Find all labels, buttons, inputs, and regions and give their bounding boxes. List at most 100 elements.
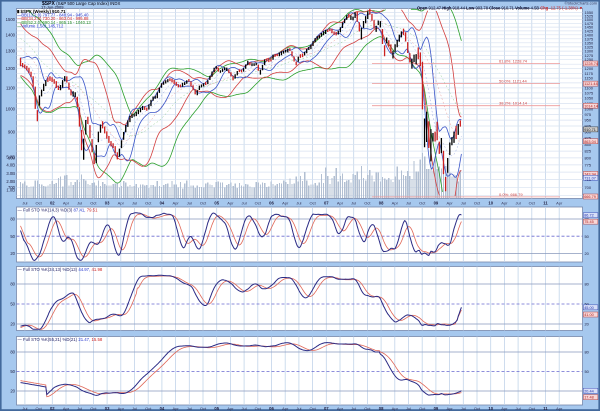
svg-text:Apr: Apr xyxy=(63,406,70,411)
svg-text:10: 10 xyxy=(488,200,493,205)
svg-text:910.71: 910.71 xyxy=(584,128,596,132)
svg-text:Oct: Oct xyxy=(474,406,481,411)
svg-text:10: 10 xyxy=(488,406,493,411)
svg-text:1400: 1400 xyxy=(585,32,594,37)
svg-text:743.94: 743.94 xyxy=(584,172,596,176)
svg-text:04: 04 xyxy=(160,406,165,411)
svg-text:Oct: Oct xyxy=(364,200,371,205)
svg-text:3.0B: 3.0B xyxy=(6,171,15,176)
svg-text:Jul: Jul xyxy=(296,200,301,205)
svg-text:Apr: Apr xyxy=(227,406,234,411)
svg-text:17.48: 17.48 xyxy=(584,396,594,400)
svg-text:1300: 1300 xyxy=(6,49,16,54)
svg-text:Apr: Apr xyxy=(556,406,563,411)
svg-text:825: 825 xyxy=(585,149,592,154)
svg-text:1525: 1525 xyxy=(585,14,594,19)
svg-text:Jul: Jul xyxy=(351,200,356,205)
svg-text:Oct: Oct xyxy=(145,200,152,205)
svg-text:1000: 1000 xyxy=(585,106,594,111)
svg-text:17-Jun-2009: 17-Jun-2009 xyxy=(41,5,64,10)
svg-text:Jul: Jul xyxy=(406,406,411,411)
svg-text:11: 11 xyxy=(543,200,548,205)
svg-text:Apr: Apr xyxy=(446,406,453,411)
svg-text:1500: 1500 xyxy=(6,17,16,22)
svg-text:$SPX (Weekly) 910.71: $SPX (Weekly) 910.71 xyxy=(21,9,67,14)
svg-text:09: 09 xyxy=(434,406,439,411)
svg-text:900: 900 xyxy=(8,130,16,135)
svg-text:1550: 1550 xyxy=(585,10,594,15)
svg-text:Oct: Oct xyxy=(90,200,97,205)
svg-text:775: 775 xyxy=(585,162,592,167)
svg-text:1175: 1175 xyxy=(585,71,593,76)
svg-text:Jul: Jul xyxy=(242,200,247,205)
svg-text:11: 11 xyxy=(543,406,548,411)
svg-text:Apr: Apr xyxy=(501,200,508,205)
svg-text:04: 04 xyxy=(160,200,165,205)
svg-text:Jul: Jul xyxy=(516,200,521,205)
svg-text:— Full STO %K(34,13) %D(13) 44: — Full STO %K(34,13) %D(13) 44.97, 41.98 xyxy=(18,267,103,272)
svg-text:02: 02 xyxy=(50,200,55,205)
svg-text:Apr: Apr xyxy=(337,200,344,205)
svg-text:02: 02 xyxy=(50,406,55,411)
svg-text:Oct: Oct xyxy=(529,200,536,205)
svg-text:03: 03 xyxy=(105,406,110,411)
svg-text:925: 925 xyxy=(585,124,592,129)
svg-text:1350: 1350 xyxy=(585,40,594,45)
svg-text:950: 950 xyxy=(585,118,592,123)
svg-text:800: 800 xyxy=(8,155,16,160)
svg-text:Oct: Oct xyxy=(474,200,481,205)
svg-text:Jul: Jul xyxy=(77,200,82,205)
svg-text:0.0%: 666.79: 0.0%: 666.79 xyxy=(499,192,523,197)
svg-text:75.45: 75.45 xyxy=(584,220,594,224)
svg-text:1.0B: 1.0B xyxy=(6,187,15,192)
svg-text:Jul: Jul xyxy=(132,200,137,205)
svg-text:Oct: Oct xyxy=(35,406,42,411)
svg-text:Oct: Oct xyxy=(364,406,371,411)
svg-text:86.72: 86.72 xyxy=(584,214,594,218)
svg-text:700: 700 xyxy=(585,185,592,190)
svg-text:Apr: Apr xyxy=(392,406,399,411)
svg-text:1325: 1325 xyxy=(585,44,594,49)
svg-text:©StockCharts.com: ©StockCharts.com xyxy=(565,0,598,5)
svg-text:1050: 1050 xyxy=(585,96,594,101)
svg-text:—BB(13,2.0) 797.77 - 848.94 -: —BB(13,2.0) 797.77 - 848.94 - 945.40 xyxy=(17,13,89,18)
svg-text:1000: 1000 xyxy=(6,106,16,111)
svg-text:Oct: Oct xyxy=(255,406,262,411)
svg-text:38.2%: 1014.14: 38.2%: 1014.14 xyxy=(499,101,528,106)
svg-text:Jul: Jul xyxy=(351,406,356,411)
svg-text:Oct: Oct xyxy=(145,406,152,411)
svg-text:Apr: Apr xyxy=(118,200,125,205)
svg-text:1100: 1100 xyxy=(585,85,594,90)
svg-text:07: 07 xyxy=(324,200,329,205)
svg-text:41.00: 41.00 xyxy=(584,313,594,317)
svg-text:Oct: Oct xyxy=(200,200,207,205)
svg-text:Apr: Apr xyxy=(337,406,344,411)
svg-text:1475: 1475 xyxy=(585,21,594,26)
svg-text:20: 20 xyxy=(10,322,15,327)
svg-text:Oct: Oct xyxy=(90,406,97,411)
svg-text:80: 80 xyxy=(10,217,15,222)
svg-text:4.0B: 4.0B xyxy=(6,163,15,168)
svg-text:05: 05 xyxy=(214,200,219,205)
svg-text:Apr: Apr xyxy=(172,406,179,411)
svg-text:Apr: Apr xyxy=(63,200,70,205)
svg-text:80: 80 xyxy=(585,282,590,287)
svg-text:Oct: Oct xyxy=(419,406,426,411)
svg-text:Jul: Jul xyxy=(187,200,192,205)
svg-text:1075: 1075 xyxy=(585,90,594,95)
svg-text:1121.44: 1121.44 xyxy=(584,82,597,86)
svg-text:45.00: 45.00 xyxy=(584,306,594,310)
svg-text:20: 20 xyxy=(585,322,590,327)
svg-text:Apr: Apr xyxy=(227,200,234,205)
svg-text:Jul: Jul xyxy=(296,406,301,411)
svg-text:Oct: Oct xyxy=(529,406,536,411)
svg-text:850: 850 xyxy=(585,142,592,147)
svg-text:1450: 1450 xyxy=(585,25,594,30)
svg-text:700: 700 xyxy=(8,185,16,190)
svg-text:08: 08 xyxy=(379,200,384,205)
svg-text:$SPX (S&P 500 Large Cap Index): $SPX (S&P 500 Large Cap Index) INDX xyxy=(42,1,120,7)
svg-text:1228.74: 1228.74 xyxy=(584,62,598,66)
svg-text:Apr: Apr xyxy=(392,200,399,205)
svg-text:80: 80 xyxy=(10,350,15,355)
svg-text:Oct: Oct xyxy=(255,200,262,205)
